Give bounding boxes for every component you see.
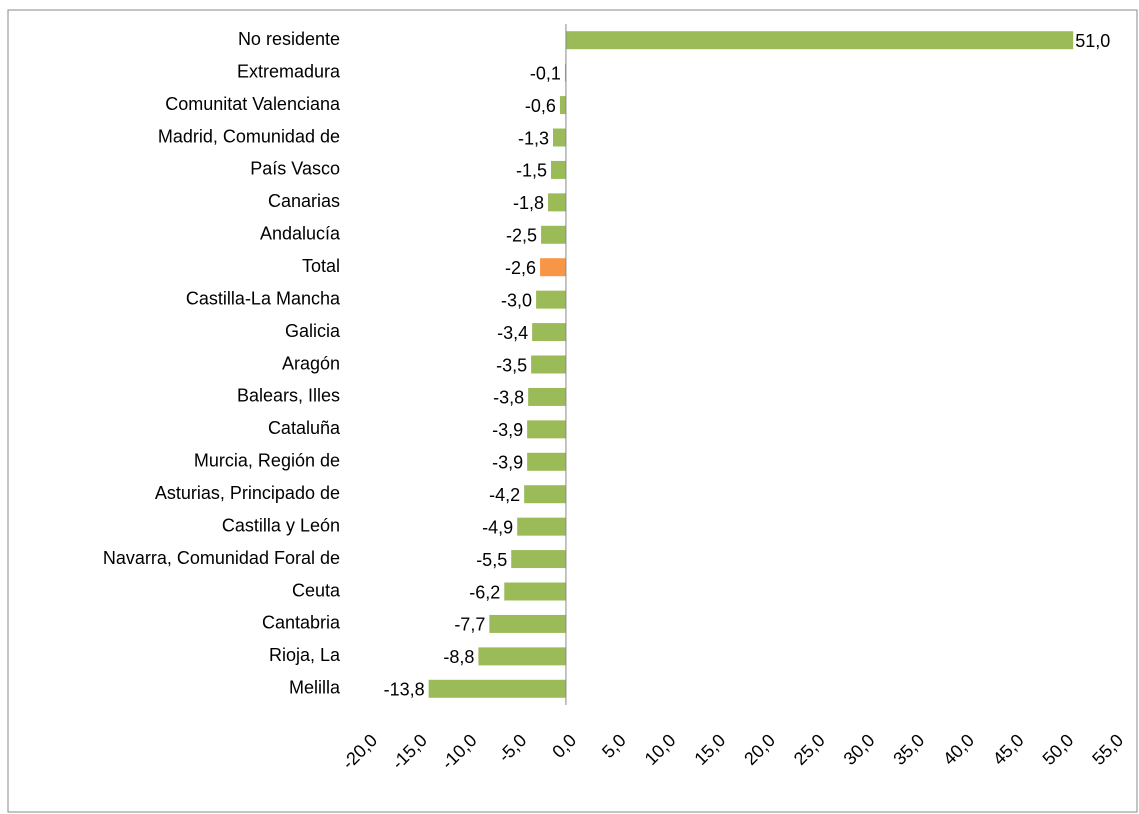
y-tick-label: Aragón xyxy=(282,353,340,373)
bar xyxy=(528,387,566,406)
value-label: -3,8 xyxy=(493,388,524,408)
value-label: -3,9 xyxy=(492,420,523,440)
y-tick-label: Asturias, Principado de xyxy=(155,483,340,503)
value-label: -8,8 xyxy=(443,647,474,667)
y-tick-label: Madrid, Comunidad de xyxy=(158,126,340,146)
value-label: -1,3 xyxy=(518,128,549,148)
y-tick-label: Cataluña xyxy=(268,418,341,438)
bar xyxy=(478,647,566,666)
bar xyxy=(489,614,566,633)
value-label: -6,2 xyxy=(469,582,500,602)
bar xyxy=(531,355,566,374)
bar xyxy=(540,258,566,277)
bar xyxy=(428,679,566,698)
y-tick-label: Galicia xyxy=(285,321,341,341)
x-tick-label: 45,0 xyxy=(989,730,1028,769)
bar xyxy=(511,550,566,569)
y-tick-label: Ceuta xyxy=(292,580,341,600)
value-label: -3,9 xyxy=(492,453,523,473)
value-label: -2,5 xyxy=(506,226,537,246)
value-label: -13,8 xyxy=(384,680,425,700)
value-label: -7,7 xyxy=(454,615,485,635)
value-label: -1,8 xyxy=(513,193,544,213)
y-tick-label: Balears, Illes xyxy=(237,386,340,406)
bar xyxy=(551,160,566,179)
y-tick-label: País Vasco xyxy=(250,159,340,179)
x-tick-label: 0,0 xyxy=(548,730,580,762)
y-tick-label: Canarias xyxy=(268,191,340,211)
value-label: -3,4 xyxy=(497,323,528,343)
y-tick-label: Castilla-La Mancha xyxy=(186,288,341,308)
y-tick-label: No residente xyxy=(238,29,340,49)
x-tick-label: 35,0 xyxy=(889,730,928,769)
x-tick-label: 55,0 xyxy=(1088,730,1127,769)
value-label: -3,5 xyxy=(496,355,527,375)
value-label: 51,0 xyxy=(1075,31,1110,51)
x-tick-label: 10,0 xyxy=(641,730,680,769)
y-tick-label: Comunitat Valenciana xyxy=(165,94,341,114)
y-tick-label: Murcia, Región de xyxy=(194,451,340,471)
bar xyxy=(565,31,1074,50)
y-tick-label: Total xyxy=(302,256,340,276)
x-tick-label: -15,0 xyxy=(388,730,431,773)
bar xyxy=(559,96,566,115)
value-label: -0,6 xyxy=(525,96,556,116)
y-tick-label: Castilla y León xyxy=(222,515,340,535)
x-tick-label: 30,0 xyxy=(840,730,879,769)
bar xyxy=(541,225,566,244)
value-label: -5,5 xyxy=(476,550,507,570)
y-tick-label: Cantabria xyxy=(262,613,341,633)
bar xyxy=(527,420,566,439)
x-tick-label: 50,0 xyxy=(1039,730,1078,769)
y-tick-label: Rioja, La xyxy=(269,645,341,665)
bar xyxy=(532,323,566,342)
x-tick-label: 5,0 xyxy=(598,730,630,762)
x-tick-label: 20,0 xyxy=(740,730,779,769)
bar xyxy=(536,290,566,309)
y-tick-label: Andalucía xyxy=(260,224,341,244)
value-label: -1,5 xyxy=(516,161,547,181)
x-tick-label: 25,0 xyxy=(790,730,829,769)
value-label: -4,9 xyxy=(482,517,513,537)
bar xyxy=(504,582,566,601)
bar xyxy=(548,193,566,212)
x-tick-label: 15,0 xyxy=(690,730,729,769)
y-tick-label: Navarra, Comunidad Foral de xyxy=(103,548,340,568)
value-label: -3,0 xyxy=(501,290,532,310)
value-label: -4,2 xyxy=(489,485,520,505)
value-label: -0,1 xyxy=(530,63,561,83)
bar xyxy=(524,485,566,504)
bar xyxy=(527,452,566,471)
x-tick-label: -10,0 xyxy=(437,730,480,773)
y-tick-label: Melilla xyxy=(289,678,341,698)
y-tick-label: Extremadura xyxy=(237,61,341,81)
x-tick-label: -5,0 xyxy=(494,730,530,766)
bar xyxy=(517,517,566,536)
chart-frame xyxy=(7,9,1138,813)
value-label: -2,6 xyxy=(505,258,536,278)
x-tick-label: 40,0 xyxy=(939,730,978,769)
bar xyxy=(553,128,566,147)
x-tick-label: -20,0 xyxy=(338,730,381,773)
